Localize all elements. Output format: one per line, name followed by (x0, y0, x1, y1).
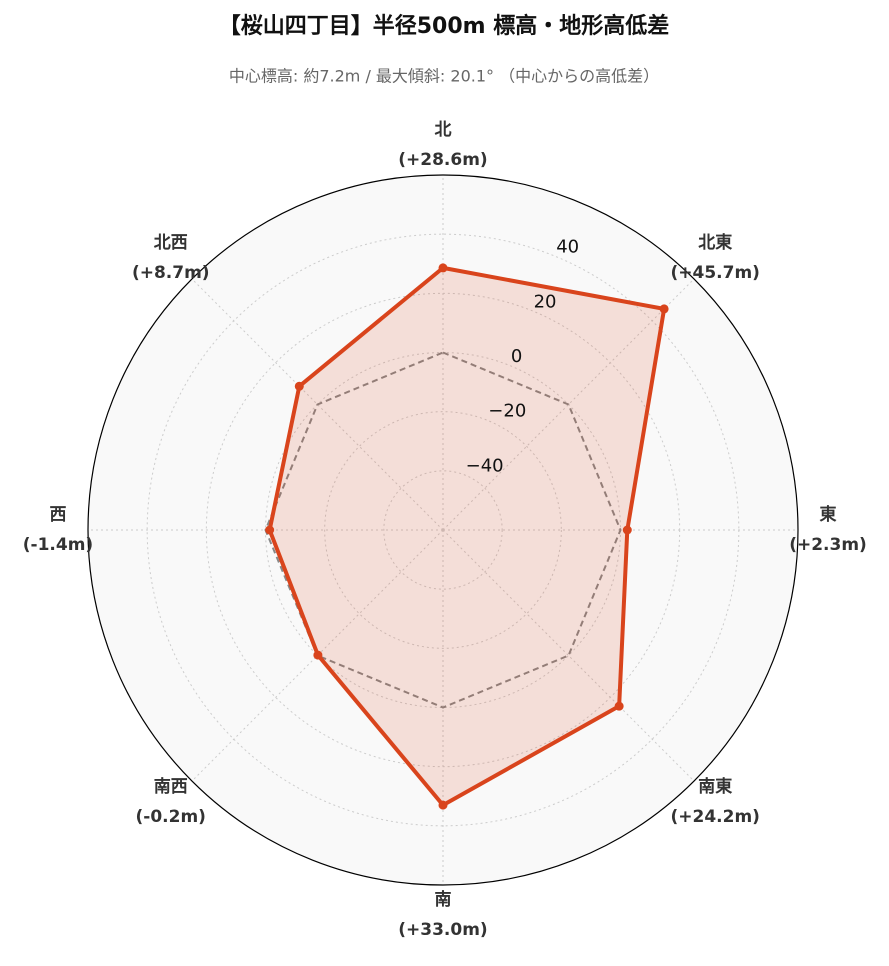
category-label: 北 (435, 120, 452, 140)
category-label: 南東 (698, 776, 732, 797)
grid-circle (383, 470, 503, 590)
spoke (442, 278, 695, 531)
category-label: 西 (50, 505, 67, 525)
spoke (191, 278, 444, 531)
r-tick-label: −20 (488, 401, 526, 422)
r-tick-label: 40 (556, 237, 579, 258)
chart-subtitle: 中心標高: 約7.2m / 最大傾斜: 20.1° （中心からの高低差） (229, 67, 659, 86)
category-label: 北東 (698, 232, 732, 253)
outer-ring (87, 174, 799, 886)
value-label: (+24.2m) (671, 807, 760, 827)
r-tick-label: 20 (534, 291, 557, 312)
radar-point (265, 525, 275, 535)
radar-point (313, 650, 323, 660)
value-label: (-0.2m) (136, 807, 206, 827)
reference-line (264, 351, 622, 709)
chart-title: 【桜山四丁目】半径500m 標高・地形高低差 (219, 13, 670, 39)
value-label: (+8.7m) (132, 263, 210, 283)
value-label: (-1.4m) (23, 535, 93, 555)
category-label: 南 (435, 889, 452, 910)
category-label: 東 (820, 504, 837, 525)
category-label: 北西 (154, 233, 188, 253)
value-label: (+2.3m) (789, 535, 867, 555)
r-tick-label: −40 (466, 455, 504, 476)
r-tick-label: 0 (511, 346, 522, 367)
radar-point (438, 263, 448, 273)
radar-point (438, 800, 448, 810)
radar-point (659, 304, 669, 314)
value-label: (+33.0m) (398, 920, 487, 940)
value-label: (+28.6m) (398, 150, 487, 170)
radar-point (294, 381, 304, 391)
value-label: (+45.7m) (671, 263, 760, 283)
radar-point (614, 701, 624, 711)
category-label: 南西 (154, 776, 188, 797)
spoke (191, 529, 444, 782)
grid-circle (324, 411, 562, 649)
radar-point (622, 525, 632, 535)
spoke (442, 529, 695, 782)
